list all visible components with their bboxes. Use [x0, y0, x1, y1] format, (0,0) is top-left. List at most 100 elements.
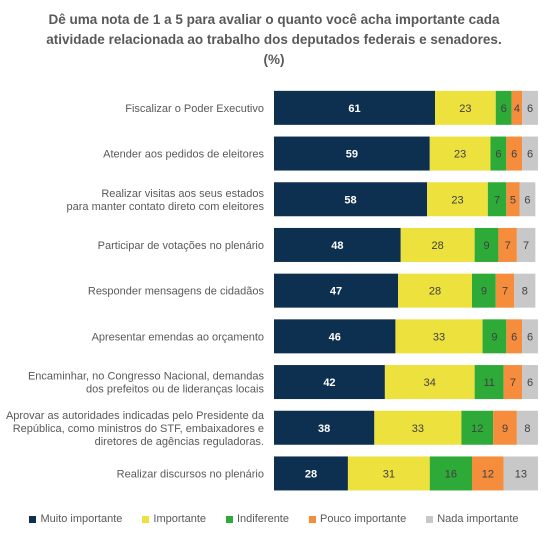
data-label: 61: [348, 103, 360, 115]
bar-segment: [506, 182, 520, 217]
chart-legend: Muito importante Importante Indiferente Pou…: [0, 511, 548, 527]
data-label: 13: [515, 468, 527, 480]
data-label: 6: [501, 103, 507, 115]
bar-segment: [274, 410, 375, 445]
data-label: 6: [527, 377, 533, 389]
data-label: 33: [433, 331, 445, 343]
bar-segment: [516, 410, 538, 445]
chart-title: Dê uma nota de 1 a 5 para avaliar o quan…: [0, 10, 548, 70]
data-label: 8: [524, 423, 530, 435]
bar-segment: [395, 319, 483, 354]
bar-segment: [274, 273, 399, 308]
bar-segment: [400, 227, 475, 262]
bar-segment: [474, 365, 504, 400]
bar-segment: [487, 182, 507, 217]
legend-item: Pouco importante: [308, 513, 407, 525]
category-label: Realizar visitas aos seus estados para ma…: [67, 188, 265, 213]
legend-swatch: [29, 515, 37, 523]
bar-segment: [522, 90, 538, 125]
data-label: 38: [318, 423, 330, 435]
category-label: Encaminhar, no Congresso Nacional, deman…: [28, 371, 265, 396]
bar-segment: [274, 319, 396, 354]
legend-label: Pouco importante: [319, 513, 407, 525]
legend-label: Indiferente: [237, 513, 289, 525]
category-label: Aprovar as autoridades indicadas pelo Pr…: [6, 410, 265, 448]
bar-segment: [435, 90, 496, 125]
bar-segment: [511, 90, 523, 125]
data-label: 58: [344, 194, 356, 206]
data-label: 11: [483, 377, 494, 389]
data-label: 9: [491, 331, 497, 343]
data-label: 7: [494, 194, 500, 206]
data-label: 6: [527, 149, 533, 161]
data-label: 46: [329, 331, 341, 343]
bar-segment: [429, 456, 472, 491]
data-label: 6: [524, 194, 530, 206]
bar-segment: [274, 182, 428, 217]
legend-swatch: [142, 515, 150, 523]
bar-segment: [482, 319, 507, 354]
bar-segment: [374, 410, 462, 445]
data-label: 28: [432, 240, 444, 252]
bar-segment: [495, 273, 515, 308]
data-label: 12: [471, 423, 483, 435]
data-label: 7: [505, 240, 511, 252]
bar-segment: [474, 227, 499, 262]
data-label: 12: [482, 468, 494, 480]
bar-segment: [506, 319, 523, 354]
legend-label: Muito importante: [40, 513, 123, 525]
bar-segment: [461, 410, 494, 445]
bar-segment: [495, 90, 512, 125]
data-label: 9: [502, 423, 508, 435]
data-label: 23: [459, 103, 471, 115]
data-label: 33: [412, 423, 424, 435]
data-label: 6: [511, 149, 517, 161]
bar-segment: [274, 90, 436, 125]
legend-label: Nada importante: [437, 513, 519, 525]
bar-segment: [472, 273, 496, 308]
bar-segment: [522, 136, 538, 171]
legend-label: Importante: [153, 513, 206, 525]
bar-segment: [472, 456, 504, 491]
bar-segment: [498, 227, 517, 262]
legend-swatch: [308, 515, 316, 523]
chart-title-line-2: atividade relacionada ao trabalho dos de…: [46, 32, 502, 47]
bar-segment: [384, 365, 475, 400]
data-label: 47: [330, 286, 342, 298]
bar-segment: [503, 456, 538, 491]
bar-segment: [347, 456, 430, 491]
legend-item: Indiferente: [226, 513, 289, 525]
bar-segment: [274, 456, 348, 491]
data-label: 23: [454, 149, 466, 161]
data-label: 6: [511, 331, 517, 343]
data-label: 6: [527, 331, 533, 343]
legend-item: Muito importante: [29, 513, 122, 525]
category-label: Atender aos pedidos de eleitores: [103, 149, 264, 161]
data-label: 42: [323, 377, 335, 389]
data-label: 7: [510, 377, 516, 389]
bar-segment: [490, 136, 507, 171]
data-label: 6: [527, 103, 533, 115]
legend-swatch: [426, 515, 434, 523]
legend-swatch: [226, 515, 233, 523]
chart-title-line-1: Dê uma nota de 1 a 5 para avaliar o quan…: [48, 12, 500, 27]
bar-segment: [516, 227, 536, 262]
data-label: 8: [522, 286, 528, 298]
bar-segment: [493, 410, 517, 445]
data-label: 16: [445, 468, 457, 480]
data-label: 9: [481, 286, 487, 298]
data-label: 23: [451, 194, 463, 206]
category-label: Responder mensagens de cidadãos: [88, 286, 265, 298]
data-label: 28: [305, 468, 317, 480]
data-label: 28: [429, 286, 441, 298]
data-label: 7: [523, 240, 529, 252]
data-label: 48: [331, 240, 343, 252]
category-label: Fiscalizar o Poder Executivo: [125, 103, 264, 115]
bar-segment: [429, 136, 491, 171]
data-label: 4: [514, 103, 520, 115]
bar-segment: [519, 182, 536, 217]
bar-segment: [514, 273, 536, 308]
bar-segment: [398, 273, 472, 308]
bar-segment: [274, 136, 430, 171]
